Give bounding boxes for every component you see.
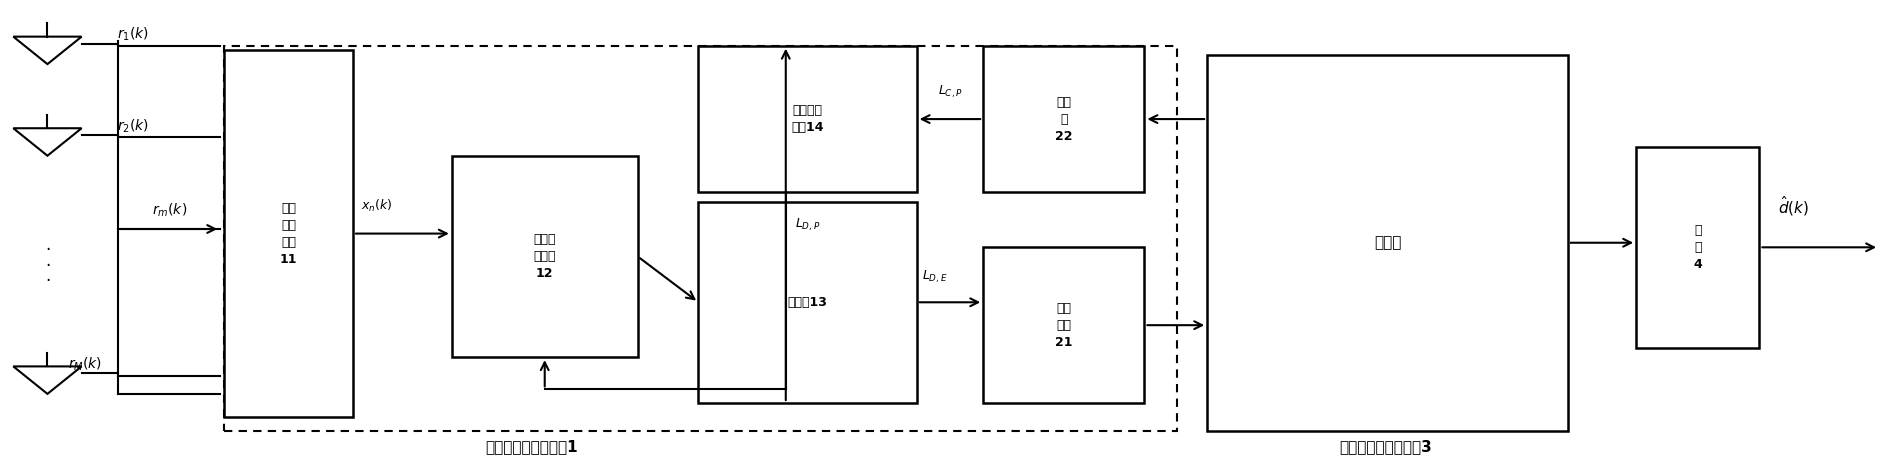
Text: 译码器: 译码器 — [1374, 235, 1401, 250]
Bar — [983, 247, 1144, 403]
Bar — [983, 46, 1144, 192]
Bar — [1207, 55, 1568, 431]
Text: $r_1(k)$: $r_1(k)$ — [118, 26, 148, 43]
Text: $\hat{d}(k)$: $\hat{d}(k)$ — [1778, 194, 1809, 218]
Text: $r_2(k)$: $r_2(k)$ — [118, 117, 148, 135]
Bar — [224, 46, 1177, 431]
Text: 软解调13: 软解调13 — [788, 296, 828, 309]
Bar — [1636, 147, 1759, 348]
Text: $L_{C,P}$: $L_{C,P}$ — [938, 83, 962, 100]
Text: $L_{D,P}$: $L_{D,P}$ — [795, 216, 820, 233]
Text: $x_n(k)$: $x_n(k)$ — [361, 198, 393, 214]
Text: 判
决
4: 判 决 4 — [1693, 224, 1703, 271]
Text: 交织
器
22: 交织 器 22 — [1055, 96, 1072, 142]
Text: $r_m(k)$: $r_m(k)$ — [152, 202, 188, 219]
Bar — [698, 202, 917, 403]
Text: 软输入软输出译码器3: 软输入软输出译码器3 — [1340, 439, 1431, 454]
Text: ·
·
·: · · · — [46, 241, 49, 290]
Text: 软输入软输出检测器1: 软输入软输出检测器1 — [486, 439, 577, 454]
Text: 干扰抵
消单元
12: 干扰抵 消单元 12 — [533, 233, 556, 280]
Bar — [698, 46, 917, 192]
Text: 反交
织器
21: 反交 织器 21 — [1055, 302, 1072, 349]
Text: $r_M(k)$: $r_M(k)$ — [68, 355, 102, 373]
Text: 均值方差
重建14: 均值方差 重建14 — [791, 104, 824, 134]
Text: 空时
合并
单元
11: 空时 合并 单元 11 — [279, 202, 298, 266]
Bar — [452, 156, 638, 357]
Bar — [224, 50, 353, 417]
Text: $L_{D,E}$: $L_{D,E}$ — [922, 269, 949, 285]
